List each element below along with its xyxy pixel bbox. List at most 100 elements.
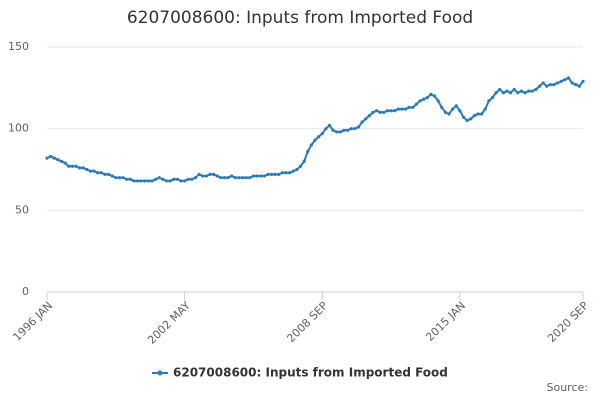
data-point [215,174,219,178]
data-point [483,107,487,111]
data-point [494,91,498,95]
data-point [349,127,353,131]
data-point [327,123,332,127]
data-point [172,177,176,181]
data-point [302,159,306,163]
y-tick-label: 50 [15,203,29,216]
data-point [570,81,574,85]
data-point [577,84,581,88]
data-point [566,76,571,80]
data-point [537,84,542,88]
data-point [403,107,408,111]
data-point [121,176,125,180]
data-point [309,143,313,147]
data-point [125,177,129,181]
data-point [74,164,78,168]
data-point [284,171,288,175]
legend-label: 6207008600: Inputs from Imported Food [173,366,448,380]
x-tick-label: 1996 JAN [10,299,55,344]
data-point [259,174,263,178]
data-point [114,176,118,180]
data-point [451,107,455,111]
data-point [222,176,227,180]
data-point [338,130,342,134]
data-point [400,107,404,111]
data-point [563,78,567,82]
data-point [179,179,183,183]
data-point [135,179,140,183]
data-point [128,177,132,181]
data-point [512,87,516,92]
data-point [516,91,520,95]
data-point [81,166,85,170]
data-point [541,81,545,85]
data-point [454,104,458,108]
y-tick-label: 100 [8,122,29,135]
data-point [447,112,451,116]
x-tick-label: 2002 MAY [145,299,193,347]
data-point [262,174,266,178]
data-point [52,156,56,160]
data-point [251,174,256,178]
data-point [190,177,194,181]
data-point [96,171,100,175]
data-point [106,172,111,176]
data-point [469,117,473,121]
data-point [345,128,350,132]
source-label: Source: [547,381,589,394]
data-point [389,109,393,113]
data-point [168,179,172,183]
data-point [465,118,469,123]
data-point [157,176,161,180]
data-point [458,109,462,113]
data-point [414,102,419,106]
data-point [418,99,422,103]
data-point [146,179,151,183]
data-point [505,89,509,93]
data-point [103,172,107,176]
data-point [211,172,216,176]
data-point [230,174,234,178]
data-point [201,174,205,178]
data-point [313,138,317,142]
chart-title: 6207008600: Inputs from Imported Food [127,8,473,28]
data-point [534,87,538,92]
data-point [461,115,466,119]
data-point [436,99,440,103]
data-point [396,107,400,111]
data-point [56,158,60,162]
data-point [63,161,67,165]
data-point [49,154,53,159]
data-point [527,89,531,93]
data-point [378,110,382,114]
data-point [429,92,433,96]
data-point [324,127,328,131]
data-point [226,176,230,180]
data-point [110,174,114,178]
data-point [298,164,303,168]
data-point [204,174,208,178]
data-point [320,131,324,136]
data-point [353,127,357,131]
data-point [139,179,143,183]
data-point [476,112,480,116]
data-point [552,82,556,87]
data-point [132,179,136,183]
data-point [523,91,527,95]
data-point [154,177,158,181]
data-point [545,84,549,88]
data-point [175,177,179,181]
data-point [240,176,245,180]
data-point [574,82,578,87]
data-point [425,96,429,100]
data-point [335,130,339,134]
data-point [70,164,74,168]
data-point [85,167,89,172]
data-point [382,110,386,114]
data-point [291,169,295,173]
data-point [443,110,447,114]
data-point [490,96,495,100]
data-point [508,91,513,95]
data-point [342,128,346,132]
data-point [530,89,534,93]
